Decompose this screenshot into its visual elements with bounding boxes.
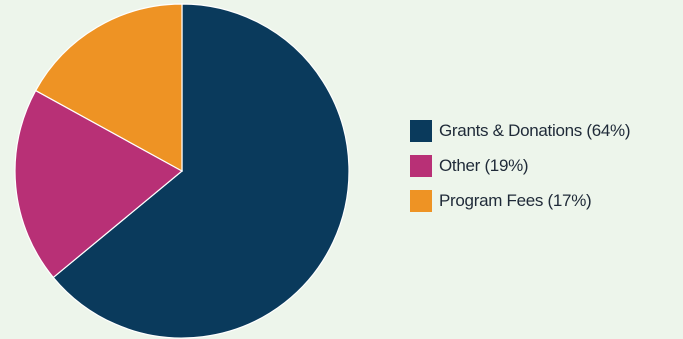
legend-swatch xyxy=(410,190,432,212)
legend-item-other: Other (19%) xyxy=(410,155,630,177)
legend-label: Grants & Donations (64%) xyxy=(439,121,631,140)
pie-slice-program-fees xyxy=(34,3,183,173)
legend-label: Program Fees (17%) xyxy=(439,191,592,210)
legend-item-program-fees: Program Fees (17%) xyxy=(410,190,630,212)
legend-swatch xyxy=(410,155,432,177)
legend: Grants & Donations (64%) Other (19%) Pro… xyxy=(410,120,631,212)
pie-slices xyxy=(14,3,350,339)
pie-slice-other xyxy=(14,89,184,279)
legend-label: Other (19%) xyxy=(439,156,529,175)
legend-swatch xyxy=(410,120,432,142)
legend-item-grants-donations: Grants & Donations (64%) xyxy=(410,120,631,142)
pie-slice-grants-donations xyxy=(52,3,350,339)
